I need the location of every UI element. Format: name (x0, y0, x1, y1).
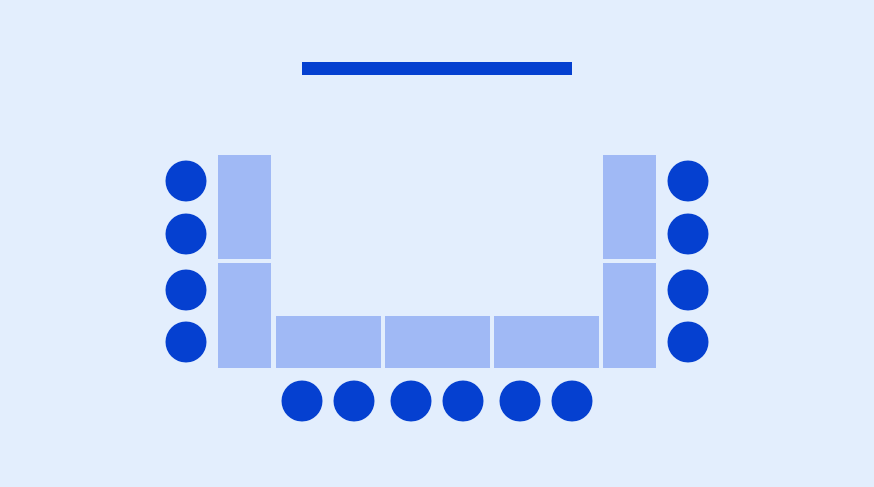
screen (302, 62, 572, 75)
table (603, 263, 656, 368)
seat (442, 380, 484, 422)
seat (667, 160, 709, 202)
seat (499, 380, 541, 422)
seat (165, 160, 207, 202)
seat (165, 213, 207, 255)
seat (667, 321, 709, 363)
table (603, 155, 656, 259)
seat (390, 380, 432, 422)
seat (165, 321, 207, 363)
seat (667, 269, 709, 311)
table (385, 316, 490, 368)
table (494, 316, 599, 368)
seat (667, 213, 709, 255)
seat (333, 380, 375, 422)
table (276, 316, 381, 368)
seat (281, 380, 323, 422)
seat (551, 380, 593, 422)
table (218, 263, 271, 368)
table (218, 155, 271, 259)
seat (165, 269, 207, 311)
